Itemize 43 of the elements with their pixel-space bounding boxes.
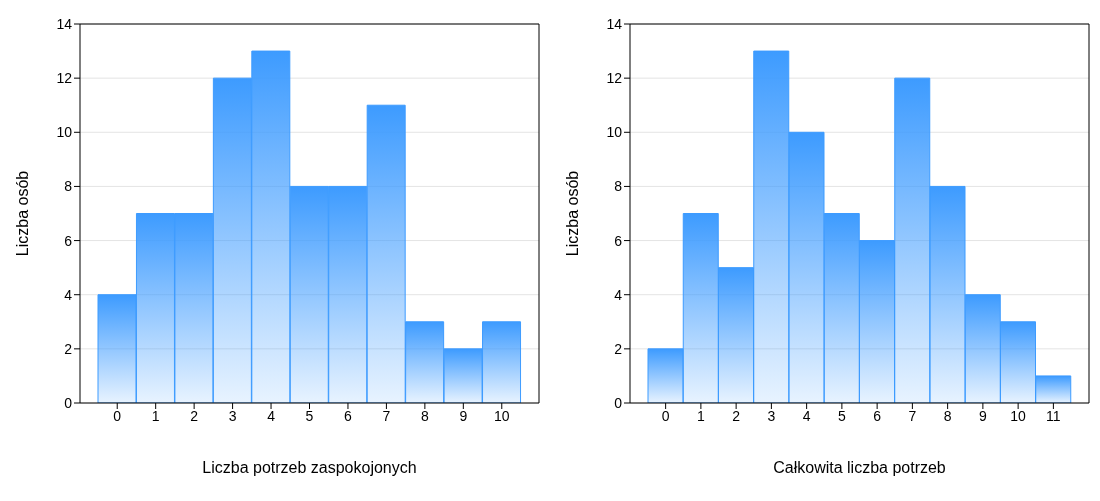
y-tick-label: 0 [64,394,73,411]
x-tick-label: 6 [873,407,882,424]
y-tick-label: 2 [64,340,73,357]
x-tick-label: 1 [151,407,160,424]
y-axis-title: Liczba osób [13,170,31,257]
x-tick-label: 10 [493,407,510,424]
x-tick-label: 3 [767,407,776,424]
y-tick-label: 14 [606,15,623,32]
y-tick-label: 8 [614,178,623,195]
x-tick-label: 1 [696,407,705,424]
y-tick-label: 8 [64,178,73,195]
x-axis-title: Całkowita liczba potrzeb [773,459,946,476]
x-tick-label: 2 [732,407,741,424]
x-tick-label: 8 [943,407,952,424]
y-tick-label: 6 [64,232,73,249]
x-tick-label: 0 [113,407,122,424]
y-tick-label: 4 [64,286,73,303]
y-tick-label: 4 [614,286,623,303]
y-tick-label: 14 [56,15,73,32]
x-tick-label: 8 [420,407,429,424]
y-tick-label: 6 [614,232,623,249]
x-tick-label: 9 [459,407,468,424]
x-tick-label: 9 [978,407,987,424]
x-tick-label: 11 [1046,407,1061,424]
x-tick-label: 7 [382,407,391,424]
y-tick-label: 2 [614,340,623,357]
x-tick-label: 3 [228,407,237,424]
y-tick-label: 10 [56,124,73,141]
x-tick-label: 4 [267,407,276,424]
x-tick-label: 2 [190,407,199,424]
x-tick-label: 4 [802,407,811,424]
x-axis-title: Liczba potrzeb zaspokojonych [202,459,417,476]
x-tick-label: 7 [908,407,917,424]
x-tick-label: 0 [661,407,670,424]
y-tick-label: 12 [56,70,73,87]
x-tick-label: 5 [305,407,314,424]
y-axis-title: Liczba osób [563,170,581,257]
y-tick-label: 12 [606,70,623,87]
x-tick-label: 10 [1010,407,1027,424]
y-tick-label: 10 [606,124,623,141]
x-tick-label: 6 [344,407,353,424]
x-tick-label: 5 [837,407,846,424]
y-tick-label: 0 [614,394,623,411]
